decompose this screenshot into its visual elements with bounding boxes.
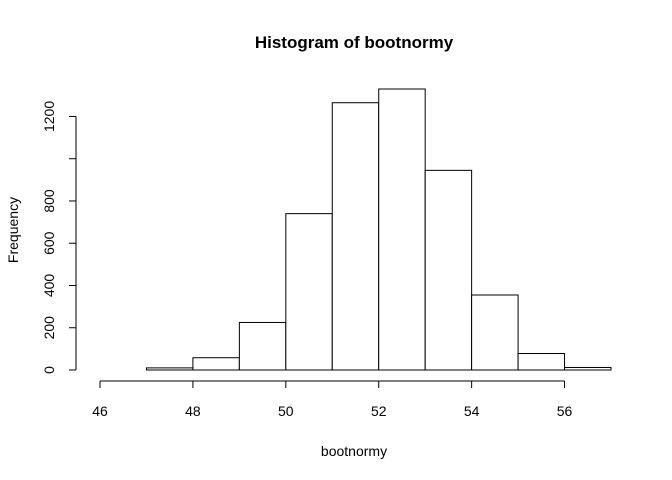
x-tick-label: 46 — [92, 403, 108, 419]
histogram-bar — [564, 366, 612, 371]
y-tick-label: 0 — [41, 366, 57, 374]
x-axis: 46 48 50 52 54 56 — [92, 380, 573, 419]
histogram-bar — [378, 88, 426, 371]
y-tick-label: 200 — [41, 316, 57, 340]
x-tick-label: 52 — [371, 403, 387, 419]
histogram-bar — [424, 169, 473, 371]
chart-title: Histogram of bootnormy — [255, 33, 454, 52]
x-axis-label: bootnormy — [321, 443, 387, 459]
bars-group — [145, 88, 612, 371]
y-tick-label: 400 — [41, 274, 57, 298]
y-axis: 0 200 400 600 800 1200 — [41, 101, 77, 374]
histogram-bar — [517, 353, 566, 371]
histogram-bar — [238, 321, 287, 371]
histogram-bar — [192, 357, 240, 371]
y-tick-label: 800 — [41, 189, 57, 213]
histogram-bar — [285, 213, 333, 371]
x-tick-label: 54 — [464, 403, 480, 419]
x-tick-label: 50 — [278, 403, 294, 419]
x-tick-label: 56 — [557, 403, 573, 419]
y-tick-label: 600 — [41, 231, 57, 255]
y-tick-label: 1200 — [41, 101, 57, 132]
y-axis-label: Frequency — [5, 197, 21, 263]
x-tick-label: 48 — [185, 403, 201, 419]
histogram-bar — [471, 294, 519, 371]
histogram-bar — [331, 102, 380, 371]
histogram-bar — [145, 367, 194, 371]
